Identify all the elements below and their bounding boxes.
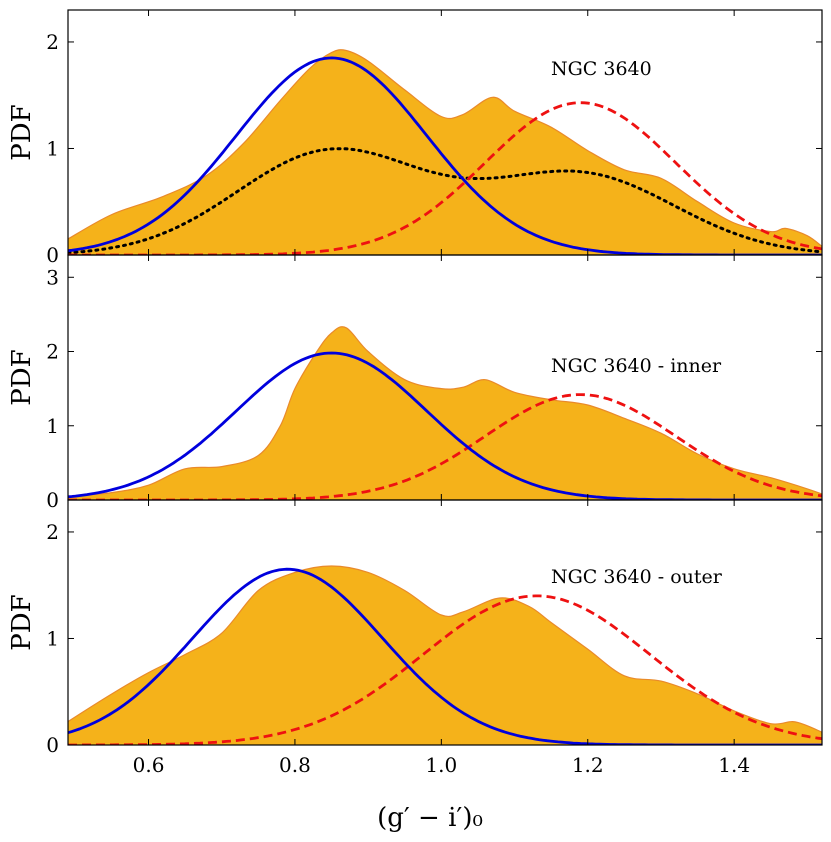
panel-2: 0 1 2 3 PDF NGC 3640 - inner bbox=[7, 254, 823, 512]
kde-area bbox=[68, 326, 822, 500]
x-tick-label: 1.2 bbox=[572, 753, 604, 777]
y-tick-label: 1 bbox=[46, 414, 59, 438]
panel-label: NGC 3640 - outer bbox=[551, 566, 723, 588]
panel-1: 0 1 2 PDF NGC 3640 bbox=[7, 9, 823, 267]
y-axis-title: PDF bbox=[7, 349, 37, 405]
kde-edge bbox=[68, 49, 822, 247]
y-tick-label: 1 bbox=[46, 136, 59, 160]
red-gaussian-line bbox=[68, 101, 822, 255]
kde-edge bbox=[68, 565, 822, 733]
y-tick-label: 2 bbox=[46, 340, 59, 364]
panel-frame bbox=[67, 499, 823, 746]
kde-area bbox=[68, 49, 822, 255]
x-axis-title: (g′ − i′)₀ bbox=[377, 803, 483, 833]
kde-edge bbox=[68, 326, 822, 497]
x-tick-label: 1.4 bbox=[718, 753, 750, 777]
x-tick-label: 0.6 bbox=[133, 753, 165, 777]
x-tick-label: 1.0 bbox=[425, 753, 457, 777]
blue-gaussian-line bbox=[68, 567, 822, 745]
y-tick-label: 0 bbox=[46, 733, 59, 757]
shared-x-axis: 0.6 0.8 1.0 1.2 1.4 bbox=[133, 753, 750, 777]
plot-area bbox=[68, 565, 822, 745]
x-tick-label: 0.8 bbox=[279, 753, 311, 777]
y-axis-title: PDF bbox=[7, 104, 37, 160]
y-tick-label: 2 bbox=[46, 520, 59, 544]
plot-area bbox=[68, 326, 822, 500]
kde-area bbox=[68, 566, 822, 745]
y-axis-title: PDF bbox=[7, 594, 37, 650]
plot-area bbox=[68, 49, 822, 255]
y-tick-label: 3 bbox=[46, 265, 59, 289]
panels: 0 1 2 PDF NGC 3640 0 1 2 3 PDF NGC 3640 - inner 0 1 2… bbox=[7, 9, 823, 757]
panel-3: 0 1 2 PDF NGC 3640 - outer bbox=[7, 499, 823, 757]
total-model-line bbox=[68, 147, 822, 255]
panel-label: NGC 3640 - inner bbox=[551, 355, 722, 377]
panel-label: NGC 3640 bbox=[551, 58, 652, 80]
y-tick-label: 0 bbox=[46, 243, 59, 267]
y-tick-label: 2 bbox=[46, 30, 59, 54]
red-gaussian-line bbox=[68, 393, 822, 500]
y-tick-label: 0 bbox=[46, 488, 59, 512]
y-tick-label: 1 bbox=[46, 626, 59, 650]
